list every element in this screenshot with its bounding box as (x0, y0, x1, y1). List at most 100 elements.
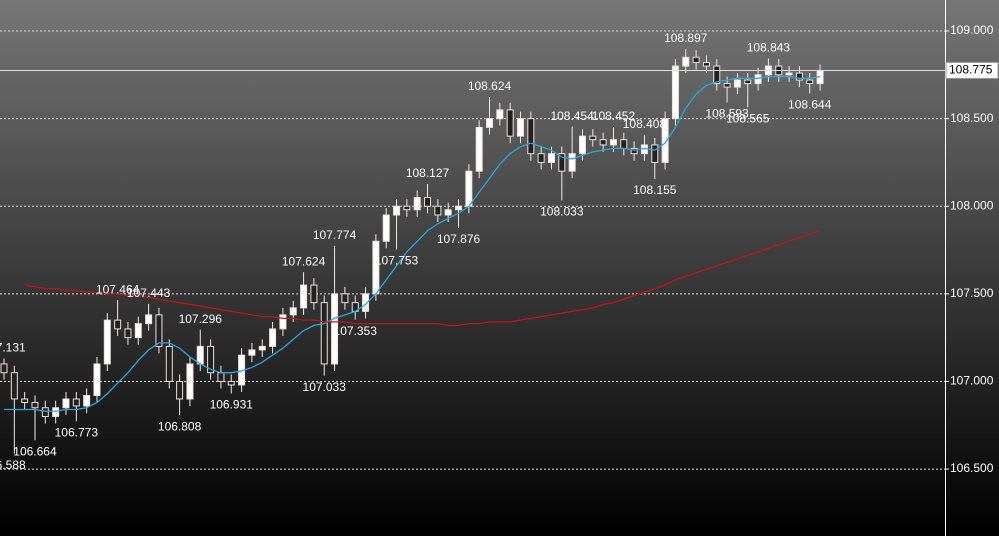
candle-body (713, 65, 721, 85)
candle-body (434, 205, 442, 216)
y-tick-label: 106.500 (950, 461, 994, 475)
candle-body (0, 363, 8, 374)
candle-body (486, 118, 494, 128)
candle-body (785, 72, 793, 76)
candle-body (620, 139, 628, 149)
price-annotation: 107.464 (96, 282, 140, 296)
candle-body (496, 109, 504, 120)
candle-body (207, 345, 215, 374)
candle-body (475, 126, 483, 172)
price-annotation: 107.876 (437, 232, 481, 246)
candle-body (258, 345, 266, 351)
candle-body (609, 139, 617, 146)
candle-body (72, 398, 80, 407)
candle-body (83, 394, 91, 407)
candle-body (723, 83, 731, 88)
candle-body (754, 74, 762, 85)
candle-body (806, 79, 814, 85)
candle-body (186, 363, 194, 400)
price-annotation: 108.593 (705, 107, 749, 121)
price-annotation: 107.774 (313, 228, 357, 242)
candle-body (362, 293, 370, 312)
price-annotation: 108.408 (623, 117, 667, 131)
candle-body (145, 314, 153, 325)
candle-body (269, 328, 277, 347)
candle-body (413, 196, 421, 211)
candle-body (547, 153, 555, 163)
candle-body (651, 144, 659, 163)
candle-body (517, 118, 524, 137)
candle-body (589, 135, 597, 141)
price-annotation: 108.644 (788, 98, 832, 112)
y-tick-label: 107.000 (950, 374, 994, 388)
candle-body (41, 407, 49, 417)
candle-body (578, 135, 586, 155)
price-annotation: 108.624 (468, 79, 512, 93)
candle-body (382, 214, 390, 242)
candle-body (558, 153, 566, 172)
candle-body (124, 328, 132, 339)
y-tick-label: 109.000 (950, 23, 994, 37)
price-annotation: 106.588 (0, 458, 26, 472)
y-tick-label: 108.000 (950, 198, 994, 212)
candle-body (52, 407, 60, 417)
candle-body (62, 398, 70, 409)
price-annotation: 106.808 (158, 419, 202, 433)
candle-body (444, 209, 452, 216)
candle-body (31, 401, 39, 409)
price-annotation: 106.931 (210, 398, 254, 412)
candle-body (692, 56, 700, 64)
candle-body (733, 79, 741, 88)
candle-body (403, 205, 411, 211)
candle-body (455, 205, 463, 211)
candle-body (21, 398, 29, 403)
price-annotation: 106.664 (13, 445, 57, 459)
candle-body (93, 363, 101, 396)
candle-body (103, 319, 111, 365)
candle-body (279, 314, 287, 330)
candle-body (568, 153, 576, 172)
candle-body (114, 319, 122, 330)
candle-body (300, 284, 308, 309)
price-annotation: 107.131 (0, 341, 26, 355)
candle-body (289, 307, 297, 316)
price-annotation: 108.897 (664, 31, 708, 45)
candle-body (795, 72, 803, 81)
candle-body (176, 380, 184, 400)
y-tick-label: 108.500 (950, 111, 994, 125)
y-tick-label: 107.500 (950, 286, 994, 300)
candle-body (702, 62, 710, 67)
candle-body (465, 170, 473, 207)
price-annotation: 108.454 (550, 109, 594, 123)
candle-body (331, 293, 339, 365)
candle-body (527, 118, 535, 155)
price-annotation: 107.624 (282, 254, 326, 268)
candle-body (506, 109, 514, 137)
candle-body (310, 284, 318, 304)
price-annotation: 108.452 (592, 109, 636, 123)
last-price-box (945, 61, 999, 79)
price-annotation: 107.296 (179, 312, 223, 326)
moving-average (4, 75, 821, 412)
candle-body (599, 139, 607, 146)
price-annotation: 108.127 (406, 166, 450, 180)
price-annotation: 107.443 (127, 286, 171, 300)
price-annotation: 106.773 (55, 425, 99, 439)
candle-body (134, 323, 142, 339)
price-annotation: 107.753 (375, 254, 419, 268)
candle-body (537, 153, 545, 163)
price-annotation: 107.033 (303, 380, 347, 394)
candle-body (248, 349, 256, 356)
candle-body (165, 345, 173, 382)
candle-body (661, 118, 669, 163)
candle-body (10, 372, 18, 400)
candle-body (196, 345, 204, 365)
candle-body (227, 380, 235, 386)
moving-average (24, 230, 821, 327)
price-annotation: 108.155 (633, 183, 677, 197)
candle-body (393, 205, 401, 216)
candle-body (630, 147, 638, 155)
candle-body (155, 314, 163, 347)
